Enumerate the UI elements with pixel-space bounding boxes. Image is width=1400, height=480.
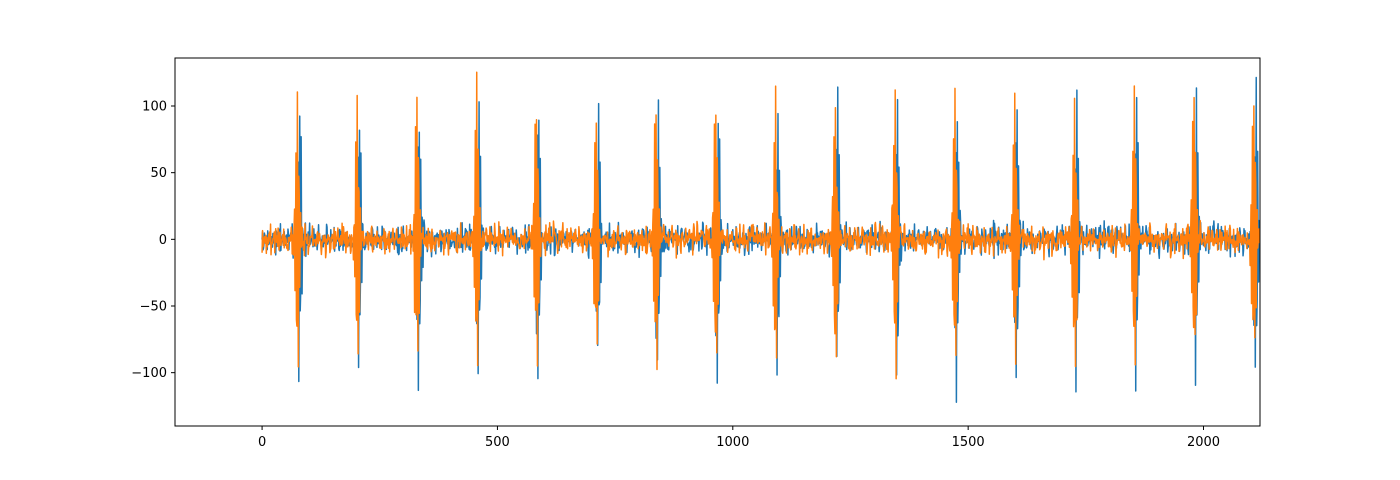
y-tick-label: −100 — [131, 366, 167, 381]
x-tick-label: 2000 — [1187, 435, 1220, 450]
y-tick-label: 100 — [142, 100, 167, 115]
x-tick-label: 500 — [485, 435, 510, 450]
plot-area — [174, 57, 1261, 427]
x-tick-label: 1500 — [952, 435, 985, 450]
x-axis: 0 500 1000 1500 2000 — [258, 426, 1220, 450]
y-axis: −100 −50 0 50 100 — [131, 100, 175, 381]
y-tick-label: 50 — [150, 166, 167, 181]
x-tick-label: 0 — [258, 435, 266, 450]
axes-frame — [174, 57, 1261, 427]
series-layer — [261, 71, 1260, 404]
y-tick-label: −50 — [140, 300, 167, 315]
y-tick-label: 0 — [159, 233, 167, 248]
x-tick-label: 1000 — [716, 435, 749, 450]
series-line-2 — [261, 71, 1260, 380]
